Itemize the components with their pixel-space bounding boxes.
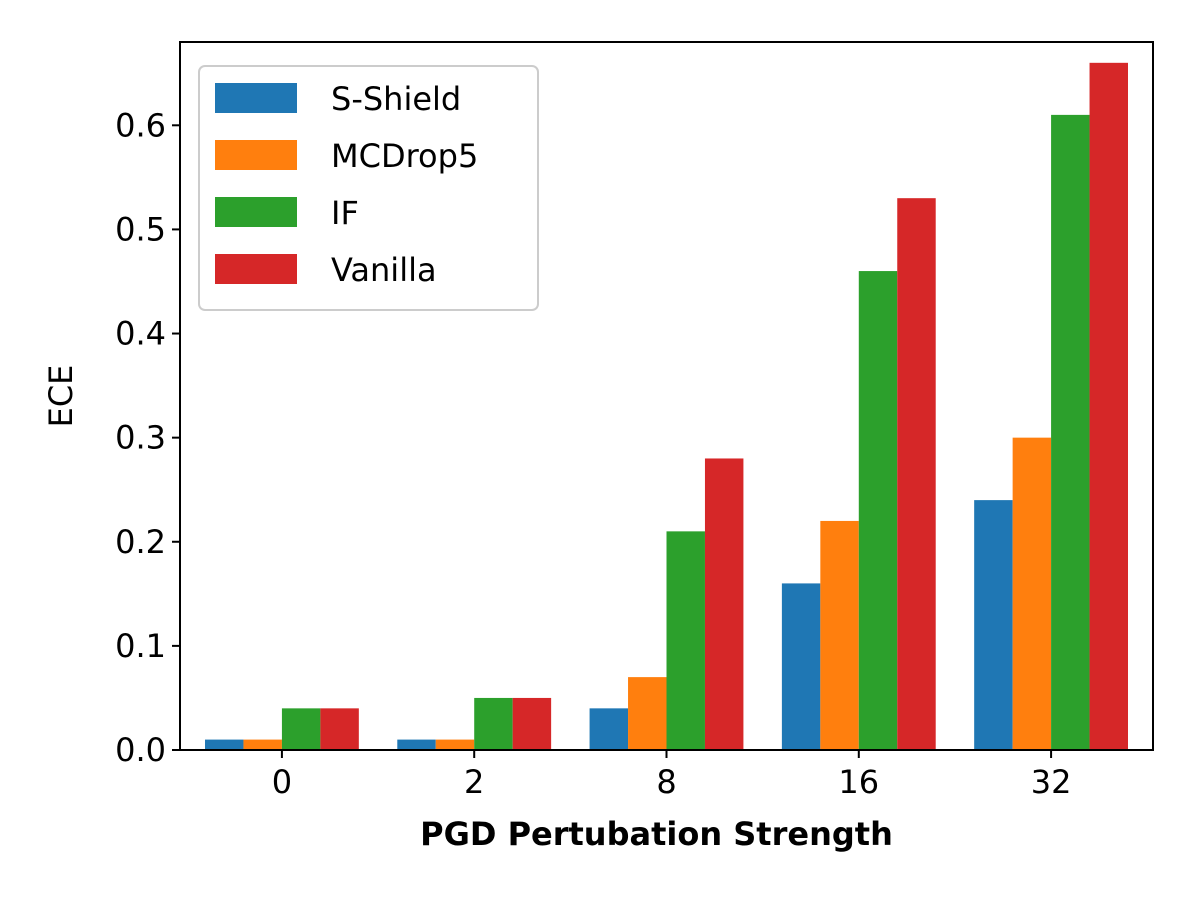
legend-swatch-vanilla: [215, 254, 297, 284]
legend-swatch-mcdrop5: [215, 140, 297, 170]
legend: S-Shield MCDrop5 IF Vanilla: [198, 65, 539, 311]
bar-vanilla-0: [320, 708, 359, 750]
x-tick-label: 8: [656, 763, 676, 801]
y-tick-label: 0.5: [115, 210, 166, 248]
bar-vanilla-16: [897, 198, 936, 750]
x-tick-label: 2: [464, 763, 484, 801]
bar-mcdrop5-8: [628, 677, 667, 750]
y-tick-label: 0.0: [115, 731, 166, 769]
bar-mcdrop5-16: [820, 520, 859, 750]
bar-s-shield-32: [974, 500, 1013, 750]
bar-mcdrop5-0: [243, 739, 282, 750]
x-tick-label: 0: [272, 763, 292, 801]
bar-if-2: [474, 697, 513, 750]
bar-mcdrop5-32: [1012, 437, 1052, 750]
bar-if-16: [858, 271, 898, 750]
y-tick-label: 0.1: [115, 627, 166, 665]
x-axis-label: PGD Pertubation Strength: [420, 815, 893, 853]
bar-s-shield-16: [781, 583, 821, 750]
bar-if-32: [1051, 114, 1090, 750]
legend-frame: [198, 65, 539, 311]
legend-label: MCDrop5: [331, 137, 478, 175]
y-tick-label: 0.6: [115, 106, 166, 144]
y-tick-label: 0.4: [115, 315, 166, 353]
y-tick-label: 0.2: [115, 523, 166, 561]
legend-swatch-if: [215, 197, 297, 227]
legend-label: IF: [331, 194, 359, 232]
x-tick-label: 32: [1031, 763, 1072, 801]
x-axis: 0 2 8 16 32: [272, 750, 1072, 801]
legend-label: S-Shield: [331, 80, 461, 118]
legend-label: Vanilla: [331, 251, 437, 289]
bars-layer: [205, 62, 1128, 750]
y-axis: 0.0 0.1 0.2 0.3 0.4 0.5 0.6: [115, 106, 180, 769]
legend-swatch-s-shield: [215, 83, 297, 113]
bar-s-shield-0: [205, 739, 244, 750]
y-tick-label: 0.3: [115, 419, 166, 457]
bar-vanilla-32: [1089, 62, 1128, 750]
x-tick-label: 16: [838, 763, 879, 801]
bar-vanilla-2: [512, 697, 552, 750]
bar-vanilla-8: [704, 458, 744, 750]
bar-s-shield-2: [397, 739, 436, 750]
y-axis-label: ECE: [42, 365, 80, 428]
bar-if-0: [281, 708, 321, 750]
bar-mcdrop5-2: [435, 739, 475, 750]
bar-if-8: [666, 531, 705, 750]
bar-s-shield-8: [589, 708, 629, 750]
